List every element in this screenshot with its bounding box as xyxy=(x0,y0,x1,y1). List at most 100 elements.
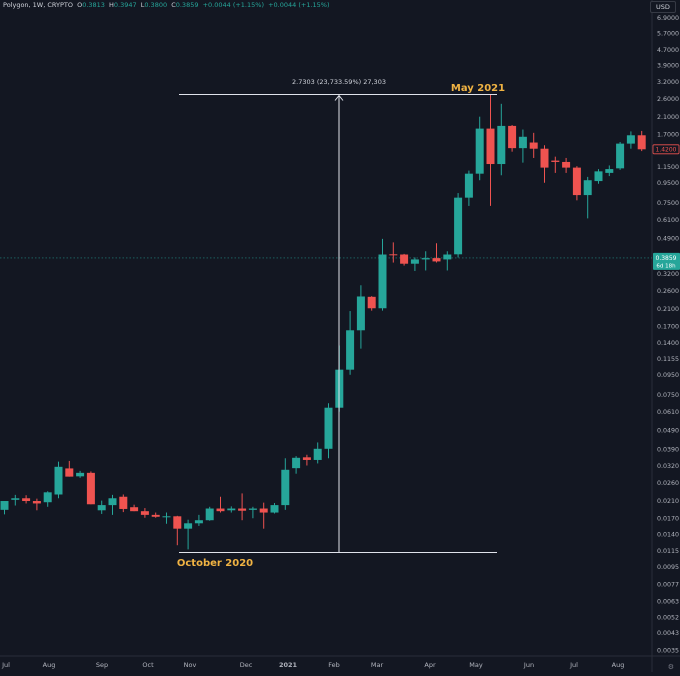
candle xyxy=(76,470,85,478)
candle xyxy=(238,493,247,521)
candle xyxy=(97,500,106,514)
candle xyxy=(356,285,365,349)
measure-arrowhead xyxy=(334,94,344,101)
candle-body xyxy=(11,498,20,500)
y-tick-label: 0.0170 xyxy=(657,516,679,523)
y-tick-label: 0.0063 xyxy=(657,598,679,605)
candle-body xyxy=(0,501,9,510)
last-price-value: 0.3859 xyxy=(656,255,677,262)
candle xyxy=(551,156,560,173)
candle-body xyxy=(227,508,236,511)
candle xyxy=(497,103,506,176)
candle xyxy=(194,514,203,526)
legend-c-label: C xyxy=(171,1,176,9)
candle xyxy=(432,243,441,263)
candle-body xyxy=(259,508,268,513)
candle-body xyxy=(248,508,257,510)
y-tick-label: 1.1500 xyxy=(657,164,679,171)
y-tick-label: 0.2100 xyxy=(657,306,679,313)
y-tick-label: 0.0052 xyxy=(657,614,679,621)
candle-body xyxy=(130,507,139,512)
currency-button[interactable]: USD xyxy=(650,1,676,13)
candle-body xyxy=(108,498,117,506)
candle xyxy=(464,170,473,206)
legend-l-label: L xyxy=(140,1,145,9)
y-tick-label: 2.6000 xyxy=(657,96,679,103)
candle-body xyxy=(637,135,646,150)
ref-price-label: 1.4200 xyxy=(656,147,677,154)
measure-label: 2.7303 (23,733.59%) 27,303 xyxy=(292,78,386,86)
candle-body xyxy=(238,508,247,511)
candle-body xyxy=(583,180,592,196)
legend-low: 0.3800 xyxy=(144,1,168,9)
candle-body xyxy=(378,254,387,309)
candle xyxy=(572,166,581,201)
candle-body xyxy=(346,330,355,370)
candle-body xyxy=(162,516,171,518)
candle-body xyxy=(508,125,517,149)
y-tick-label: 0.7500 xyxy=(657,200,679,207)
axis-settings-icon[interactable]: ⚙ xyxy=(667,663,674,671)
x-tick-label: 2021 xyxy=(279,661,298,669)
candle-body xyxy=(497,125,506,165)
legend-open: 0.3813 xyxy=(82,1,105,9)
candle xyxy=(119,494,128,513)
y-tick-label: 0.4900 xyxy=(657,235,679,242)
candle-body xyxy=(475,128,484,174)
y-tick-label: 0.2600 xyxy=(657,288,679,295)
candle-body xyxy=(367,296,376,309)
candle xyxy=(162,512,171,524)
y-tick-label: 1.7000 xyxy=(657,132,679,139)
candle xyxy=(281,458,290,510)
x-tick-label: Dec xyxy=(240,661,253,669)
candle-body xyxy=(76,472,85,477)
candle xyxy=(32,498,41,511)
x-tick-label: Apr xyxy=(424,661,436,669)
candle xyxy=(313,442,322,464)
x-tick-label: May xyxy=(469,661,483,669)
candle-body xyxy=(356,296,365,331)
candle xyxy=(594,169,603,184)
candle xyxy=(389,242,398,263)
candle-body xyxy=(443,254,452,260)
candle-body xyxy=(292,457,301,469)
y-tick-label: 0.9500 xyxy=(657,180,679,187)
candle-body xyxy=(32,501,41,504)
candle-body xyxy=(97,505,106,511)
candle-body xyxy=(529,142,538,149)
candle xyxy=(270,503,279,514)
candle-body xyxy=(454,197,463,255)
candle xyxy=(518,129,527,163)
symbol-name: Polygon, 1W, CRYPTO xyxy=(3,1,73,9)
y-tick-label: 0.1700 xyxy=(657,324,679,331)
x-tick-label: Jul xyxy=(1,661,10,669)
candle xyxy=(616,141,625,170)
x-tick-label: Aug xyxy=(43,661,56,669)
candle xyxy=(454,193,463,258)
candle xyxy=(130,504,139,512)
x-tick-label: Feb xyxy=(328,661,340,669)
candle-body xyxy=(43,492,52,503)
candle-body xyxy=(65,468,74,477)
candle xyxy=(583,176,592,219)
candle-body xyxy=(216,508,225,512)
candle-body xyxy=(151,514,160,517)
candle xyxy=(508,125,517,152)
symbol-legend: Polygon, 1W, CRYPTO O0.3813 H0.3947 L0.3… xyxy=(3,1,330,9)
candle-body xyxy=(605,169,614,173)
candle-body xyxy=(626,135,635,144)
candle xyxy=(346,311,355,375)
candle-body xyxy=(205,508,214,521)
candle-body xyxy=(562,161,571,168)
legend-change: +0.0044 (+1.15%) xyxy=(202,1,264,9)
y-tick-label: 0.0140 xyxy=(657,532,679,539)
candle xyxy=(324,403,333,459)
last-price-tag xyxy=(653,252,680,270)
candle xyxy=(400,253,409,266)
candle-body xyxy=(184,523,193,529)
y-tick-label: 0.0490 xyxy=(657,427,679,434)
candle xyxy=(562,157,571,173)
candle xyxy=(421,251,430,271)
